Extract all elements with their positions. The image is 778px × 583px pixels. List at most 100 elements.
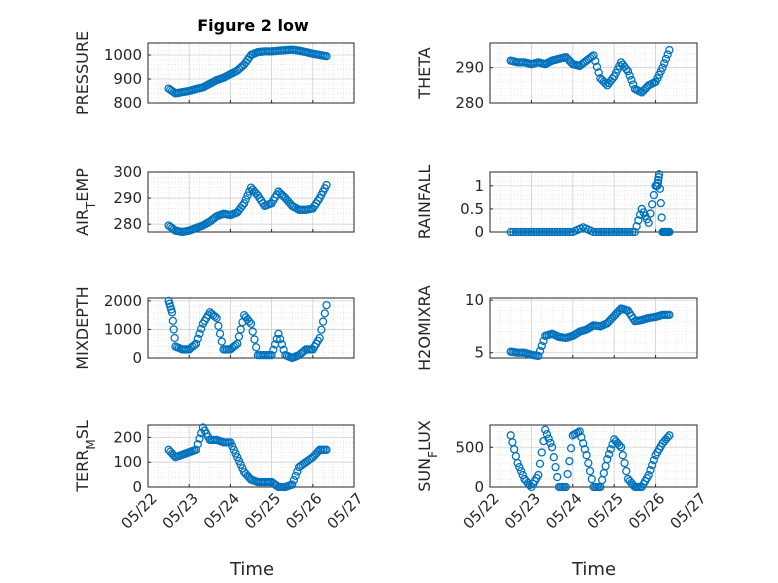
data-point	[317, 325, 326, 334]
data-point	[594, 227, 603, 237]
data-point	[665, 227, 674, 237]
y-tick-label: 2000	[104, 292, 142, 310]
data-point	[322, 52, 331, 61]
data-point	[610, 227, 619, 237]
data-point	[524, 227, 533, 237]
y-axis-label: SUNFLUX	[415, 420, 440, 492]
data-point	[537, 448, 546, 457]
data-point	[594, 68, 603, 77]
data-point	[170, 333, 179, 343]
data-point	[649, 456, 659, 465]
data-point	[591, 227, 601, 237]
data-point	[246, 319, 256, 328]
y-tick-label: 280	[455, 94, 484, 112]
data-point	[277, 340, 287, 349]
data-point	[250, 335, 259, 344]
data-point	[195, 434, 204, 443]
data-point	[561, 482, 571, 492]
data-point	[591, 56, 600, 66]
data-point	[646, 465, 655, 475]
data-point	[318, 317, 328, 326]
data-point	[566, 227, 575, 237]
data-point	[269, 345, 278, 354]
axes-box	[489, 42, 698, 104]
data-point	[599, 227, 608, 237]
data-point	[617, 227, 627, 237]
data-point	[535, 346, 545, 356]
data-point	[665, 310, 674, 319]
data-point	[535, 459, 545, 468]
y-tick-label: 290	[113, 189, 142, 207]
y-axis-label: MIXDEPTH	[73, 286, 92, 369]
data-point	[274, 329, 283, 338]
data-point	[322, 180, 331, 190]
data-point	[527, 227, 536, 237]
data-point	[560, 227, 570, 237]
data-point	[604, 227, 614, 237]
data-point	[661, 54, 671, 64]
data-point	[238, 201, 247, 210]
data-point	[193, 440, 202, 449]
y-tick-label: 1000	[104, 320, 142, 338]
data-point	[620, 459, 629, 468]
data-point	[245, 317, 254, 326]
data-point	[289, 476, 299, 485]
data-point	[649, 190, 659, 200]
data-point	[551, 462, 560, 472]
subplot-mixdepth: 0 1000 2000 MIXDEPTH	[73, 286, 355, 370]
data-point	[519, 227, 528, 237]
data-point	[665, 431, 674, 440]
y-tick-label: 290	[455, 59, 484, 77]
data-point	[660, 59, 669, 68]
data-point	[509, 227, 518, 237]
data-point	[272, 334, 281, 344]
y-tick-label: 0	[132, 349, 142, 367]
data-point	[243, 191, 252, 200]
y-tick-label: 1000	[104, 46, 142, 64]
data-point	[606, 445, 615, 454]
data-point	[535, 227, 544, 237]
y-axis-label: H2OMIXRA	[415, 285, 434, 371]
data-point	[630, 227, 640, 237]
data-point	[513, 459, 522, 468]
data-point	[547, 227, 557, 237]
data-point	[241, 195, 251, 204]
y-tick-label: 1	[474, 177, 484, 195]
data-point	[655, 184, 665, 193]
data-point	[658, 63, 667, 72]
data-point	[532, 227, 541, 237]
data-point	[518, 470, 527, 480]
data-point	[657, 213, 666, 222]
data-point	[587, 474, 596, 484]
y-axis-label: AIRTEMP	[73, 168, 98, 236]
subplot-rainfall: 0 0.5 1 RAINFALL	[415, 165, 698, 241]
data-point	[251, 343, 261, 352]
data-point	[544, 434, 553, 443]
data-point	[566, 444, 576, 453]
data-point	[589, 51, 598, 60]
data-point	[542, 227, 552, 237]
data-point	[322, 445, 331, 454]
data-point	[210, 312, 220, 321]
data-point	[190, 340, 199, 350]
data-point	[616, 443, 626, 452]
y-tick-label: 0	[132, 478, 142, 496]
data-point	[618, 451, 627, 460]
data-point	[522, 227, 531, 237]
data-point	[545, 227, 554, 237]
y-tick-label: 10	[465, 291, 484, 309]
y-tick-label: 200	[113, 428, 142, 446]
data-point	[565, 457, 574, 466]
data-point	[542, 429, 552, 439]
data-point	[214, 321, 223, 331]
data-point	[602, 227, 611, 237]
data-point	[320, 309, 329, 318]
data-point	[195, 329, 204, 338]
y-axis-label: RAINFALL	[415, 165, 434, 240]
subplot-air-temp: 280 290 300 AIRTEMP	[73, 163, 355, 237]
y-tick-label: 100	[113, 453, 142, 471]
figure-title: Figure 2 low	[197, 16, 309, 35]
data-point	[607, 227, 616, 237]
data-point	[612, 227, 621, 237]
data-point	[654, 170, 664, 179]
